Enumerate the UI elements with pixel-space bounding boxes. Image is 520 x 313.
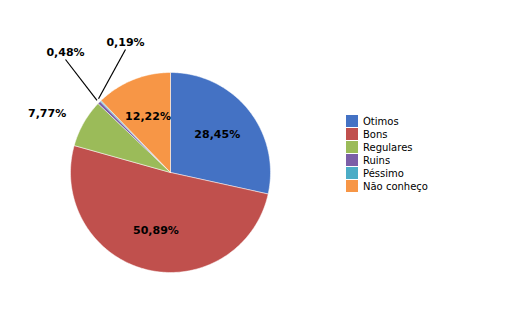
html-text:Péssimo: Péssimo — [363, 167, 404, 179]
svg-text:28,45%: 28,45% — [194, 128, 240, 141]
svg-text:0,48%: 0,48% — [46, 46, 84, 59]
html-text:Ótimos: Ótimos — [363, 115, 399, 127]
html-text:Bons: Bons — [363, 128, 388, 140]
html-text:Ruins: Ruins — [363, 154, 391, 166]
svg-text:7,77%: 7,77% — [28, 106, 66, 119]
svg-text:50,89%: 50,89% — [133, 224, 179, 237]
html-text:Regulares: Regulares — [363, 141, 413, 153]
svg-text:12,22%: 12,22% — [125, 110, 171, 123]
svg-text:0,19%: 0,19% — [106, 36, 144, 49]
html-text:Não conheço: Não conheço — [363, 180, 428, 192]
